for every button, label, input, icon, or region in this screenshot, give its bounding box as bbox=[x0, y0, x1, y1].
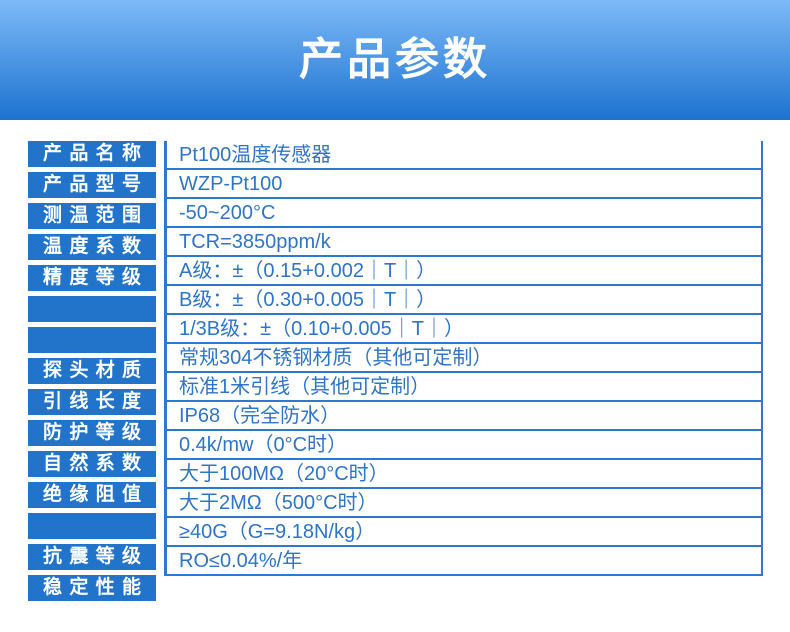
spec-table: 产品名称产品型号测温范围温度系数精度等级探头材质引线长度防护等级自然系数绝缘阻值… bbox=[28, 141, 763, 606]
spec-value-cell: RO≤0.04%/年 bbox=[167, 547, 761, 576]
spec-value-cell: WZP-Pt100 bbox=[167, 170, 761, 199]
spec-label-cell: 测温范围 bbox=[28, 203, 156, 229]
label-column: 产品名称产品型号测温范围温度系数精度等级探头材质引线长度防护等级自然系数绝缘阻值… bbox=[28, 141, 156, 606]
page-title: 产品参数 bbox=[299, 35, 491, 84]
spec-value-cell: 标准1米引线（其他可定制） bbox=[167, 373, 761, 402]
spec-label-cell: 抗震等级 bbox=[28, 544, 156, 570]
banner: 产品参数 bbox=[0, 0, 790, 120]
spec-label-cell: 产品名称 bbox=[28, 141, 156, 167]
spec-label-cell: 稳定性能 bbox=[28, 575, 156, 601]
spec-label-cell: 探头材质 bbox=[28, 358, 156, 384]
spec-value-cell: IP68（完全防水） bbox=[167, 402, 761, 431]
spec-value-cell: -50~200°C bbox=[167, 199, 761, 228]
spec-value-cell: 大于100MΩ（20°C时） bbox=[167, 460, 761, 489]
spec-value-cell: 1/3B级：±（0.10+0.005｜T｜） bbox=[167, 315, 761, 344]
spec-label-cell: 产品型号 bbox=[28, 172, 156, 198]
spec-label-cell bbox=[28, 296, 156, 322]
spec-value-cell: A级：±（0.15+0.002｜T｜） bbox=[167, 257, 761, 286]
spec-value-cell: 大于2MΩ（500°C时） bbox=[167, 489, 761, 518]
spec-label-cell: 防护等级 bbox=[28, 420, 156, 446]
spec-value-cell: TCR=3850ppm/k bbox=[167, 228, 761, 257]
spec-label-cell: 引线长度 bbox=[28, 389, 156, 415]
spec-label-cell: 绝缘阻值 bbox=[28, 482, 156, 508]
spec-value-cell: Pt100温度传感器 bbox=[167, 141, 761, 170]
spec-value-cell: 常规304不锈钢材质（其他可定制） bbox=[167, 344, 761, 373]
spec-value-cell: ≥40G（G=9.18N/kg） bbox=[167, 518, 761, 547]
spec-label-cell bbox=[28, 327, 156, 353]
spec-label-cell: 精度等级 bbox=[28, 265, 156, 291]
spec-value-cell: B级：±（0.30+0.005｜T｜） bbox=[167, 286, 761, 315]
spec-label-cell: 自然系数 bbox=[28, 451, 156, 477]
spec-label-cell: 温度系数 bbox=[28, 234, 156, 260]
spec-value-cell: 0.4k/mw（0°C时） bbox=[167, 431, 761, 460]
spec-label-cell bbox=[28, 513, 156, 539]
value-column: Pt100温度传感器 WZP-Pt100 -50~200°C TCR=3850ppm/… bbox=[164, 141, 763, 576]
